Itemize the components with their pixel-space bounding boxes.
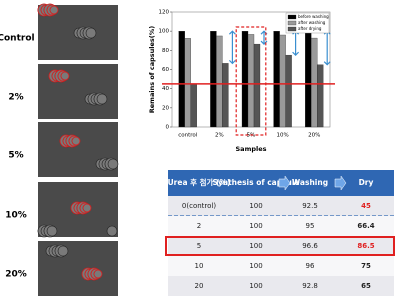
table-cell: 0(control) [182, 202, 216, 210]
bar [311, 37, 318, 128]
table-cell: 100 [249, 242, 262, 250]
legend-label: after washing [298, 20, 326, 25]
table-cell: 75 [361, 262, 371, 270]
bar [305, 31, 312, 128]
table-cell: 65 [361, 282, 371, 290]
y-axis-label: Remains of capsules(%) [148, 26, 156, 113]
micrograph-label: 2% [8, 93, 23, 103]
header-arrow [278, 175, 291, 191]
cell [46, 225, 58, 237]
cell [106, 225, 118, 237]
micrograph-label: 5% [8, 151, 23, 161]
row-highlight [165, 236, 395, 256]
cell [85, 27, 97, 39]
cell [107, 158, 119, 170]
capsule-mark [60, 71, 70, 81]
legend-label: after drying [298, 26, 322, 31]
bar [317, 64, 324, 128]
bar [178, 31, 185, 128]
x-tick-label: 20% [308, 133, 320, 139]
table-row-bg [168, 216, 394, 236]
y-tick-label: 0 [166, 125, 170, 131]
table-row-bg [168, 256, 394, 276]
table-cell: 92.5 [302, 202, 318, 210]
y-tick-label: 120 [159, 10, 170, 16]
arrow-head [228, 30, 236, 65]
bar [273, 31, 280, 128]
bar [216, 35, 223, 128]
capsule-mark [93, 269, 103, 279]
table-cell: 100 [249, 262, 262, 270]
bar [285, 54, 292, 128]
bar [279, 34, 286, 128]
table-cell: 2 [197, 222, 201, 230]
table-cell: 66.4 [357, 222, 374, 230]
x-axis-label: Samples [236, 145, 267, 153]
legend-swatch [287, 26, 297, 32]
table-cell: 5 [197, 242, 201, 250]
x-tick-label: control [178, 133, 198, 139]
micrograph-label: 10% [5, 211, 27, 221]
capsule-mark [71, 136, 81, 146]
legend-swatch [287, 14, 297, 20]
table-row-bg [168, 276, 394, 296]
cell [96, 93, 108, 105]
header-arrow [334, 175, 347, 191]
x-tick-label: 10% [276, 133, 288, 139]
table-cell: 20 [195, 282, 204, 290]
bar [184, 38, 191, 128]
table-cell: 10 [195, 262, 204, 270]
y-tick-label: 80 [162, 48, 169, 54]
table-header: Washing [292, 178, 328, 187]
capsule-mark [49, 5, 59, 15]
table-header: Dry [359, 178, 374, 187]
micrograph-label: Control [0, 34, 35, 44]
legend-box [285, 12, 330, 34]
table-cell: 100 [249, 202, 262, 210]
table-cell: 86.5 [357, 242, 374, 250]
table-row-bg [168, 236, 394, 256]
highlight-box [235, 26, 267, 136]
bar [253, 43, 261, 128]
table-cell: 96.6 [302, 242, 318, 250]
bar [247, 34, 255, 128]
micrograph-label: 20% [5, 270, 27, 280]
y-tick-label: 40 [162, 86, 169, 92]
cell [57, 245, 69, 257]
x-tick-label: 2% [215, 133, 224, 139]
y-tick-label: 60 [162, 67, 169, 73]
table-cell: 45 [361, 202, 371, 210]
y-tick-label: 20 [162, 105, 169, 111]
bar [241, 31, 249, 128]
table-header: Urea 후 첨가 (%) [168, 177, 231, 187]
legend-swatch [287, 20, 297, 26]
legend-label: before washing [298, 14, 329, 19]
y-tick-label: 100 [159, 29, 170, 35]
table-cell: 100 [249, 222, 262, 230]
table-header: Synthesis of capsule [212, 178, 299, 187]
table-row-bg [168, 196, 394, 216]
table-cell: 95 [306, 222, 315, 230]
table-cell: 92.8 [302, 282, 318, 290]
table-cell: 100 [249, 282, 262, 290]
table-cell: 96 [306, 262, 315, 270]
capsule-mark [82, 203, 92, 213]
bar [190, 83, 197, 128]
bar [222, 63, 229, 128]
bar [210, 31, 217, 128]
